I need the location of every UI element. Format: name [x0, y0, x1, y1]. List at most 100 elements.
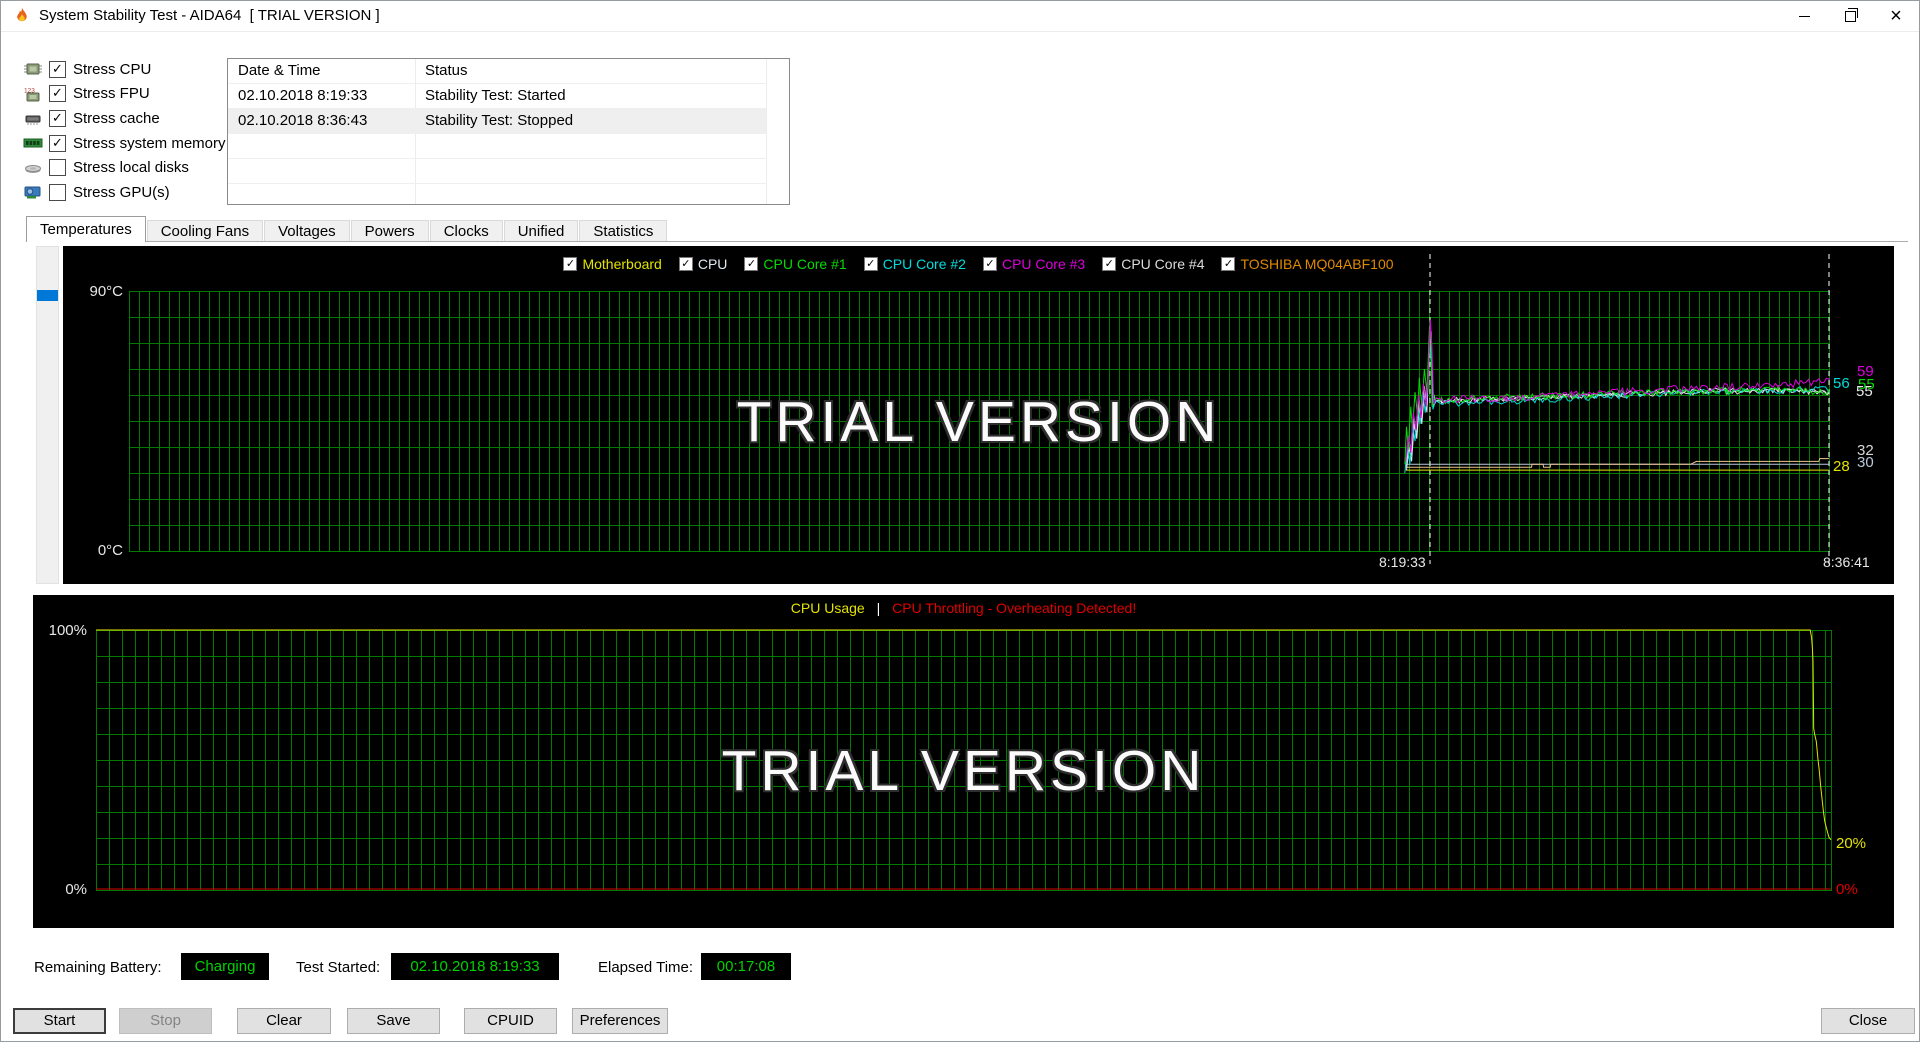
- stress-option-cache[interactable]: ✓ Stress cache: [23, 106, 226, 131]
- trial-watermark: TRIAL VERSION: [721, 739, 1206, 803]
- legend-label: Motherboard: [582, 256, 662, 272]
- cpu-throttling-title: CPU Throttling - Overheating Detected!: [892, 600, 1137, 616]
- legend-checkbox[interactable]: ✓: [863, 257, 878, 271]
- y-axis-max-label: 90°C: [89, 283, 123, 300]
- disk-icon: [23, 160, 45, 176]
- elapsed-time-label: Elapsed Time:: [598, 959, 694, 976]
- chart-grid: [96, 630, 1832, 891]
- chart-grid: [129, 291, 1830, 552]
- value-label: 28: [1833, 458, 1850, 475]
- stress-option-disks[interactable]: Stress local disks: [23, 155, 226, 180]
- clear-button[interactable]: Clear: [237, 1008, 331, 1034]
- stress-option-gpu[interactable]: Stress GPU(s): [23, 180, 226, 205]
- cpu-usage-title: CPU Usage: [790, 600, 865, 616]
- legend-cpu[interactable]: ✓ CPU: [678, 256, 728, 272]
- preferences-button[interactable]: Preferences: [572, 1008, 668, 1034]
- log-datetime: 02.10.2018 8:36:43: [238, 112, 368, 129]
- close-button[interactable]: Close: [1821, 1008, 1915, 1034]
- column-header-datetime[interactable]: Date & Time: [238, 62, 321, 79]
- table-row[interactable]: [228, 134, 766, 158]
- column-header-status[interactable]: Status: [425, 62, 468, 79]
- stress-disks-checkbox[interactable]: [49, 159, 66, 177]
- tab-clocks[interactable]: Clocks: [429, 220, 503, 242]
- tab-voltages[interactable]: Voltages: [264, 220, 350, 242]
- chart-tabs: Temperatures Cooling Fans Voltages Power…: [26, 216, 668, 242]
- gpu-icon: [23, 184, 45, 200]
- legend-checkbox[interactable]: ✓: [1102, 257, 1117, 271]
- legend-checkbox[interactable]: ✓: [744, 257, 759, 271]
- legend-cpu-core-2[interactable]: ✓ CPU Core #2: [863, 256, 966, 272]
- table-row-selected[interactable]: 02.10.2018 8:36:43 Stability Test: Stopp…: [228, 109, 766, 133]
- stress-memory-checkbox[interactable]: ✓: [49, 134, 66, 152]
- row-divider: [228, 133, 766, 134]
- memory-module-icon: [23, 135, 45, 151]
- legend-cpu-core-3[interactable]: ✓ CPU Core #3: [982, 256, 1086, 272]
- title-bar: System Stability Test - AIDA64 [ TRIAL V…: [1, 1, 1919, 32]
- restore-button[interactable]: [1827, 1, 1873, 31]
- legend-label: CPU Core #4: [1121, 256, 1205, 272]
- stress-cpu-label: Stress CPU: [73, 60, 152, 78]
- legend-cpu-core-4[interactable]: ✓ CPU Core #4: [1102, 256, 1204, 272]
- stress-fpu-checkbox[interactable]: ✓: [49, 85, 66, 103]
- log-datetime: 02.10.2018 8:19:33: [238, 87, 368, 104]
- legend-checkbox[interactable]: ✓: [982, 257, 997, 271]
- legend-label: TOSHIBA MQ04ABF100: [1240, 256, 1394, 272]
- legend-cpu-core-1[interactable]: ✓ CPU Core #1: [744, 256, 847, 272]
- legend-label: CPU Core #1: [763, 256, 847, 272]
- save-button[interactable]: Save: [347, 1008, 440, 1034]
- log-status: [415, 134, 766, 158]
- legend-motherboard[interactable]: ✓ Motherboard: [563, 256, 662, 272]
- flame-app-icon: [13, 7, 31, 25]
- log-status: Stability Test: Stopped: [425, 112, 574, 129]
- table-row[interactable]: [228, 159, 766, 183]
- legend-toshiba-disk[interactable]: ✓ TOSHIBA MQ04ABF100: [1221, 256, 1394, 272]
- value-label: 30: [1857, 454, 1874, 471]
- stop-button[interactable]: Stop: [119, 1008, 212, 1034]
- svg-text:123: 123: [24, 87, 35, 94]
- value-label: 20%: [1836, 835, 1867, 852]
- temperature-scrollbar[interactable]: [36, 246, 59, 584]
- tab-temperatures[interactable]: Temperatures: [26, 216, 146, 242]
- value-label: 55: [1856, 383, 1873, 400]
- row-divider: [228, 108, 766, 109]
- stress-option-memory[interactable]: ✓ Stress system memory: [23, 131, 226, 156]
- cpu-usage-chart: CPU Usage | CPU Throttling - Overheating…: [33, 595, 1894, 928]
- row-divider: [228, 183, 766, 184]
- log-datetime: [228, 159, 415, 183]
- table-row[interactable]: [228, 184, 766, 208]
- tab-statistics[interactable]: Statistics: [579, 220, 668, 242]
- minimize-button[interactable]: [1781, 1, 1827, 31]
- value-label: 55: [1858, 376, 1875, 393]
- legend-label: CPU: [697, 256, 728, 272]
- elapsed-time-value: 00:17:08: [701, 953, 791, 980]
- stress-cache-checkbox[interactable]: ✓: [49, 109, 66, 127]
- value-label: 32: [1857, 442, 1874, 459]
- test-started-value: 02.10.2018 8:19:33: [391, 953, 559, 980]
- legend-label: CPU Core #3: [1001, 256, 1086, 272]
- trial-watermark: TRIAL VERSION: [736, 390, 1221, 454]
- tab-powers[interactable]: Powers: [350, 220, 429, 242]
- legend-checkbox[interactable]: ✓: [678, 257, 693, 271]
- stress-cache-label: Stress cache: [73, 109, 160, 127]
- stress-option-fpu[interactable]: 123 ✓ Stress FPU: [23, 82, 226, 107]
- y-axis-max-label: 100%: [48, 622, 87, 639]
- minimize-icon: [1798, 15, 1810, 17]
- stress-gpu-checkbox[interactable]: [49, 183, 66, 201]
- y-axis-min-label: 0°C: [97, 542, 123, 559]
- table-row[interactable]: 02.10.2018 8:19:33 Stability Test: Start…: [228, 84, 766, 108]
- tab-unified[interactable]: Unified: [503, 220, 579, 242]
- stress-option-cpu[interactable]: ✓ Stress CPU: [23, 57, 226, 82]
- tab-strip-divider: [26, 241, 1908, 242]
- start-button[interactable]: Start: [13, 1008, 106, 1034]
- tab-cooling-fans[interactable]: Cooling Fans: [146, 220, 264, 242]
- close-window-button[interactable]: ×: [1873, 1, 1919, 31]
- legend-checkbox[interactable]: ✓: [563, 257, 578, 271]
- fpu-chip-icon: 123: [23, 86, 45, 102]
- scrollbar-thumb[interactable]: [37, 290, 58, 301]
- stress-cpu-checkbox[interactable]: ✓: [49, 60, 66, 78]
- cpu-chip-icon: [23, 61, 45, 77]
- cpuid-button[interactable]: CPUID: [464, 1008, 557, 1034]
- log-status: Stability Test: Started: [425, 87, 566, 104]
- legend-checkbox[interactable]: ✓: [1221, 257, 1236, 271]
